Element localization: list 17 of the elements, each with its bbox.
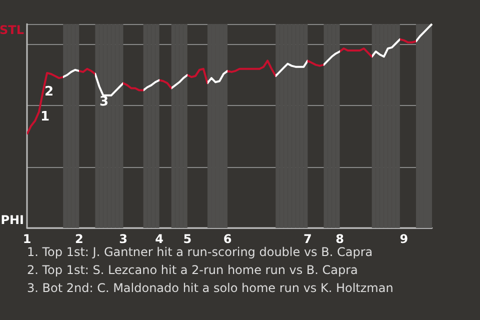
annotation: 3 [99,94,109,110]
text: 2. Top 1st: S. Lezcano hit a 2-run home run vs B. Capra [27,263,358,277]
x-tick-label: 4 [155,232,164,246]
annotation: 2 [44,84,54,100]
x-tick-label: 2 [74,232,84,246]
annotation: 1 [40,110,50,124]
x-tick-label: 6 [223,232,232,246]
text: 3. Bot 2nd: C. Maldonado hit a solo home run vs K. Holtzman [27,281,394,295]
text: PHI [0,213,24,227]
x-tick-label: 5 [183,232,192,246]
x-tick-label: 7 [304,232,312,246]
text: 1. Top 1st: J. Gantner hit a run-scoring double vs B. Capra [27,245,373,259]
x-tick-label: 3 [119,232,128,246]
text: STL [0,23,24,37]
x-tick-label: 9 [400,232,408,246]
x-tick-label: 1 [22,232,32,246]
x-tick-label: 8 [336,232,344,246]
